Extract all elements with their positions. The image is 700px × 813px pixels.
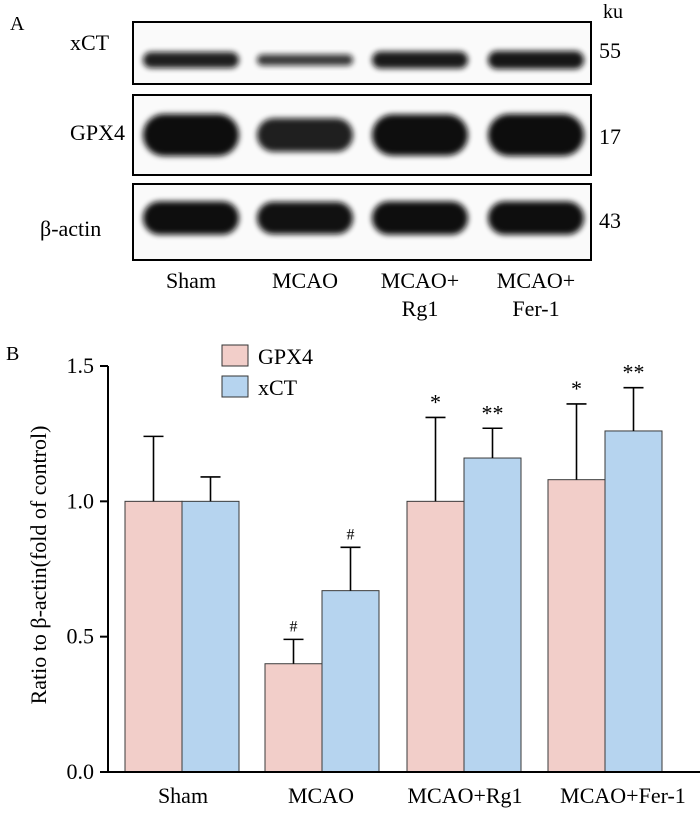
protein-label-gpx4: GPX4 xyxy=(70,120,125,145)
marker-label-43: 43 xyxy=(599,208,621,233)
marker-label-55: 55 xyxy=(599,38,621,63)
panel-b-label: B xyxy=(6,343,19,365)
band-gpx4-mcao-fer-1 xyxy=(488,114,584,156)
unit-label: ku xyxy=(603,1,623,23)
band-gpx4-sham xyxy=(143,114,239,156)
y-tick-label: 1.0 xyxy=(67,488,95,513)
bar-gpx4-mcao xyxy=(264,663,323,773)
legend-label-gpx4: GPX4 xyxy=(258,344,313,369)
y-tick-label: 0.0 xyxy=(67,759,95,784)
bar-xct-mcao-fer-1 xyxy=(604,430,663,773)
protein-label-beta-actin: β-actin xyxy=(40,216,101,241)
protein-label-xct: xCT xyxy=(70,30,110,55)
band-xct-mcao-rg1 xyxy=(372,51,468,69)
bar-gpx4-mcao-rg1 xyxy=(406,500,465,773)
blot-row-gpx4: GPX4 17 xyxy=(70,94,621,176)
panel-a-label: A xyxy=(10,13,25,35)
band-actin-mcao-rg1 xyxy=(372,201,468,235)
band-gpx4-mcao xyxy=(257,118,353,152)
significance-xct-mcao: # xyxy=(347,526,355,543)
lane-label-rg1-line1: MCAO+ xyxy=(381,268,459,293)
blot-row-xct: xCT 55 xyxy=(70,21,621,85)
legend-swatch-xct xyxy=(221,375,249,398)
blot-row-beta-actin: β-actin 43 xyxy=(40,183,621,261)
significance-gpx4-mcao-fer-1: * xyxy=(571,376,582,401)
band-xct-mcao-fer-1 xyxy=(488,51,584,69)
y-tick-label: 0.5 xyxy=(67,624,95,649)
x-tick-label-mcao-fer1: MCAO+Fer-1 xyxy=(560,783,686,808)
x-tick-label-mcao: MCAO xyxy=(288,783,354,808)
band-xct-mcao xyxy=(257,54,353,66)
bar-gpx4-sham xyxy=(124,500,183,773)
bar-xct-sham xyxy=(181,500,240,773)
significance-xct-mcao-rg1: ** xyxy=(482,400,504,425)
band-xct-sham xyxy=(143,52,239,68)
legend-label-xct: xCT xyxy=(258,375,298,400)
bar-gpx4-mcao-fer-1 xyxy=(547,479,606,773)
x-tick-labels: Sham MCAO MCAO+Rg1 MCAO+Fer-1 xyxy=(158,783,686,808)
significance-gpx4-mcao-rg1: * xyxy=(430,389,441,414)
band-actin-sham xyxy=(143,201,239,235)
lane-label-fer1-line2: Fer-1 xyxy=(512,296,559,321)
band-actin-mcao xyxy=(257,201,353,235)
marker-label-17: 17 xyxy=(599,124,621,149)
legend: GPX4 xCT xyxy=(221,344,313,400)
significance-xct-mcao-fer-1: ** xyxy=(623,360,645,385)
legend-swatch-gpx4 xyxy=(221,344,249,367)
bands-gpx4 xyxy=(143,114,584,156)
band-actin-mcao-fer-1 xyxy=(488,201,584,235)
lane-label-fer1-line1: MCAO+ xyxy=(497,268,575,293)
x-tick-label-sham: Sham xyxy=(158,783,208,808)
y-ticks: 0.0 0.5 1.0 1.5 xyxy=(67,353,108,784)
lane-label-mcao: MCAO xyxy=(272,268,338,293)
significance-gpx4-mcao: # xyxy=(290,618,298,635)
bars: ##* ***** xyxy=(124,360,663,773)
bands-beta-actin xyxy=(143,201,584,235)
y-axis-label: Ratio to β-actin(fold of control) xyxy=(26,426,51,705)
x-tick-label-mcao-rg1: MCAO+Rg1 xyxy=(407,783,522,808)
bar-xct-mcao xyxy=(321,590,380,773)
lane-label-sham: Sham xyxy=(166,268,216,293)
lane-label-rg1-line2: Rg1 xyxy=(402,296,439,321)
lane-labels: Sham MCAO MCAO+ Rg1 MCAO+ Fer-1 xyxy=(166,268,575,321)
bar-xct-mcao-rg1 xyxy=(463,457,522,773)
bands-xct xyxy=(143,51,584,69)
band-gpx4-mcao-rg1 xyxy=(372,114,468,156)
y-tick-label: 1.5 xyxy=(67,353,95,378)
